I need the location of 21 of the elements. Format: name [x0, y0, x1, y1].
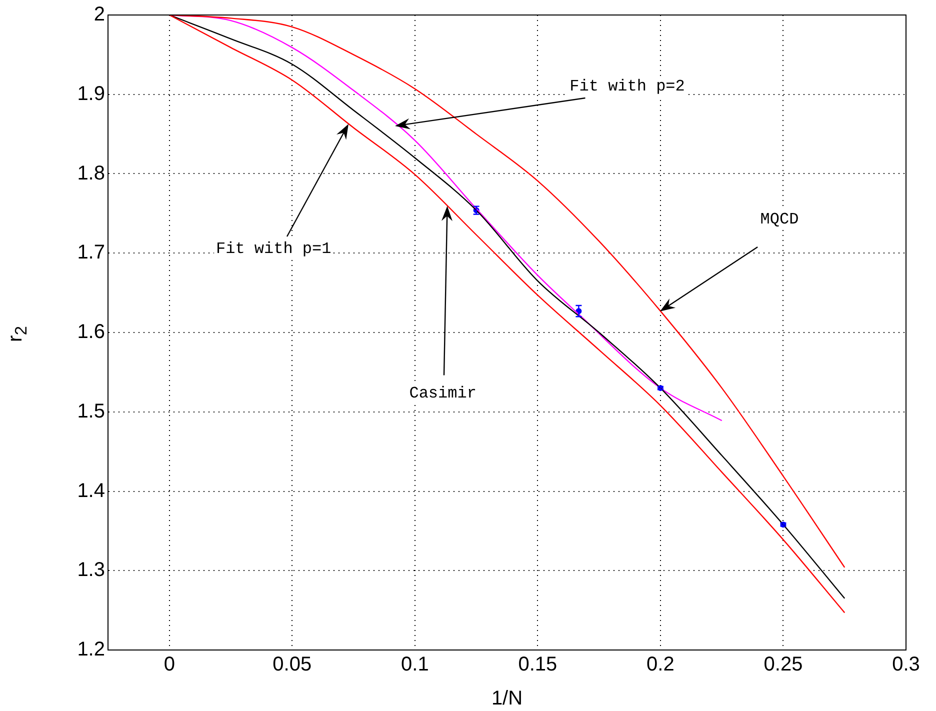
annotation: Fit with p=1 [216, 240, 332, 258]
annotation: Fit with p=2 [570, 77, 685, 96]
x-tick-label: 0.1 [401, 654, 429, 676]
x-tick-label: 0.15 [518, 654, 558, 676]
y-tick-label: 1.3 [77, 559, 105, 582]
x-axis-title: 1/N [491, 688, 523, 710]
x-tick-label: 0.3 [892, 654, 920, 676]
y-tick-label: 1.6 [77, 321, 105, 344]
x-tick-label: 0.25 [764, 654, 803, 676]
x-tick-label: 0 [164, 654, 175, 676]
x-tick-label: 0.05 [272, 654, 312, 676]
annotation: Casimir [409, 384, 476, 403]
y-tick-label: 1.2 [77, 638, 105, 661]
y-tick-label: 1.5 [77, 400, 105, 422]
y-tick-label: 1.9 [77, 82, 105, 105]
y-tick-label: 1.8 [77, 162, 105, 184]
y-tick-label: 1.4 [77, 480, 105, 502]
annotation: MQCD [760, 210, 799, 228]
y-tick-label: 2 [94, 4, 105, 26]
x-tick-label: 0.2 [646, 654, 674, 676]
y-tick-label: 1.7 [77, 242, 105, 264]
